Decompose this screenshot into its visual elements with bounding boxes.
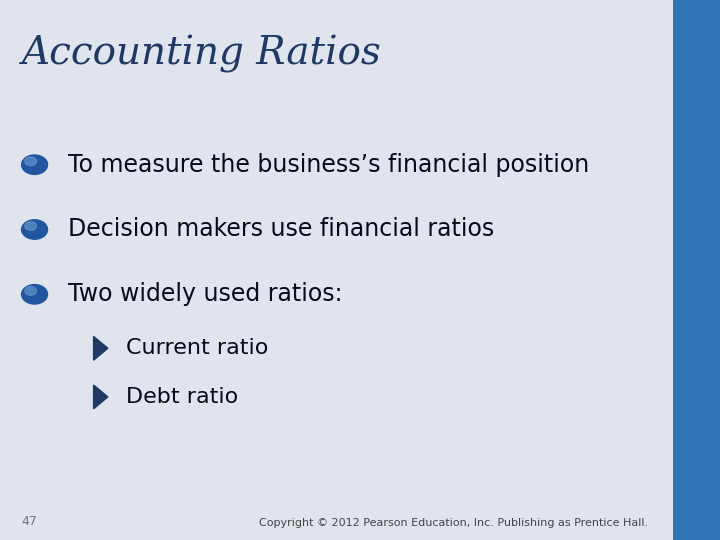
Polygon shape (94, 385, 108, 409)
Text: Copyright © 2012 Pearson Education, Inc. Publishing as Prentice Hall.: Copyright © 2012 Pearson Education, Inc.… (259, 518, 648, 528)
Circle shape (22, 285, 48, 304)
Text: Accounting Ratios: Accounting Ratios (22, 35, 382, 73)
Circle shape (22, 155, 48, 174)
Text: Debt ratio: Debt ratio (126, 387, 238, 407)
Circle shape (22, 220, 48, 239)
Polygon shape (94, 336, 108, 360)
Text: To measure the business’s financial position: To measure the business’s financial posi… (68, 153, 590, 177)
Circle shape (24, 157, 37, 166)
Bar (673, 0, 720, 540)
Circle shape (24, 222, 37, 231)
Text: 47: 47 (22, 515, 37, 528)
Text: Two widely used ratios:: Two widely used ratios: (68, 282, 343, 306)
Text: Decision makers use financial ratios: Decision makers use financial ratios (68, 218, 495, 241)
Text: Current ratio: Current ratio (126, 338, 269, 359)
Circle shape (24, 287, 37, 295)
